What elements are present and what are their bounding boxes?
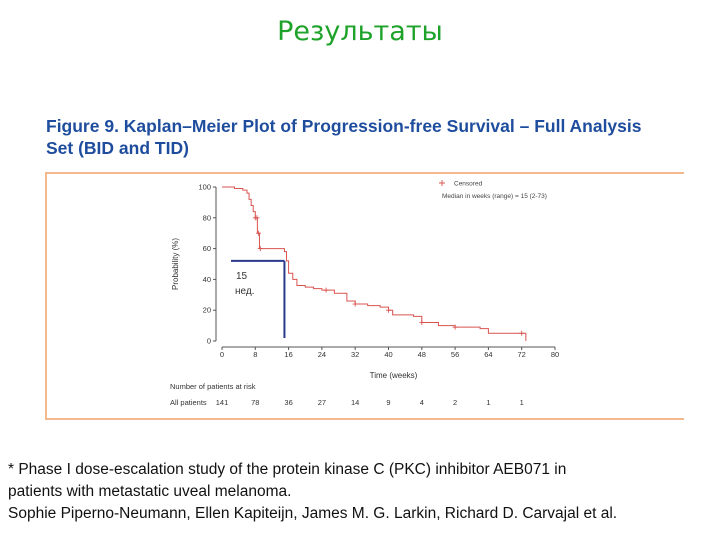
figure-title: Figure 9. Kaplan–Meier Plot of Progressi… [46, 115, 686, 159]
x-tick-label: 8 [253, 350, 257, 359]
risk-table-count: 1 [520, 398, 524, 407]
y-axis-label: Probability (%) [171, 238, 180, 290]
x-tick-label: 72 [518, 350, 526, 359]
x-tick-label: 64 [484, 350, 492, 359]
censor-mark [257, 246, 263, 252]
figure-title-line-2: Set (BID and TID) [46, 138, 189, 158]
y-tick-label: 100 [198, 183, 211, 192]
y-tick-label: 80 [203, 213, 211, 222]
risk-table-count: 78 [251, 398, 259, 407]
footnote: * Phase I dose-escalation study of the p… [8, 459, 720, 525]
x-tick-label: 16 [284, 350, 292, 359]
censor-mark [519, 330, 525, 336]
x-axis-label: Time (weeks) [370, 371, 418, 380]
risk-table-count: 141 [216, 398, 229, 407]
x-tick-label: 56 [451, 350, 459, 359]
x-tick-label: 40 [384, 350, 392, 359]
risk-table-count: 27 [318, 398, 326, 407]
footnote-line-2: patients with metastatic uveal melanoma. [8, 483, 292, 500]
risk-table-title: Number of patients at risk [170, 382, 256, 391]
median-annotation-unit: нед. [235, 286, 254, 297]
y-tick-label: 0 [207, 337, 211, 346]
censor-mark [254, 215, 260, 221]
x-tick-label: 0 [220, 350, 224, 359]
x-tick-label: 24 [318, 350, 326, 359]
risk-table-count: 1 [486, 398, 490, 407]
risk-table-count: 14 [351, 398, 359, 407]
risk-table-row-label: All patients [170, 398, 207, 407]
legend-median-label: Median in weeks (range) = 15 (2-73) [442, 193, 547, 200]
risk-table-count: 2 [453, 398, 457, 407]
risk-table-count: 4 [420, 398, 424, 407]
censor-mark [323, 287, 329, 293]
legend-censored-label: Censored [454, 181, 483, 188]
chart-frame [45, 172, 684, 420]
x-tick-label: 48 [418, 350, 426, 359]
footnote-line-3: Sophie Piperno-Neumann, Ellen Kapiteijn,… [8, 505, 618, 522]
censor-mark [352, 301, 358, 307]
figure-title-line-1: Figure 9. Kaplan–Meier Plot of Progressi… [46, 116, 642, 136]
censor-mark [419, 320, 425, 326]
median-annotation-value: 15 [236, 271, 248, 282]
risk-table-count: 9 [386, 398, 390, 407]
legend-censored-marker [439, 180, 445, 186]
censor-mark [386, 307, 391, 313]
slide-title: Результаты [277, 16, 443, 47]
x-tick-label: 80 [551, 350, 559, 359]
footnote-line-1: * Phase I dose-escalation study of the p… [8, 461, 567, 478]
x-tick-label: 32 [351, 350, 359, 359]
censor-mark [256, 230, 262, 236]
censor-mark [452, 324, 458, 330]
y-tick-label: 20 [203, 306, 211, 315]
y-tick-label: 40 [203, 275, 211, 284]
risk-table-count: 36 [284, 398, 292, 407]
y-tick-label: 60 [203, 244, 211, 253]
survival-curve [222, 186, 527, 341]
